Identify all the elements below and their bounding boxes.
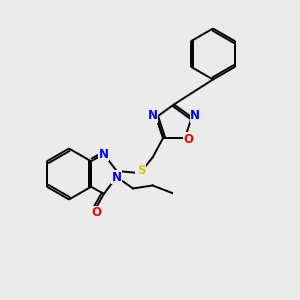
Text: S: S — [137, 164, 146, 177]
Text: S: S — [136, 167, 144, 180]
Text: O: O — [91, 206, 101, 219]
Text: N: N — [99, 148, 109, 160]
Text: O: O — [184, 133, 194, 146]
Text: N: N — [112, 171, 122, 184]
Text: N: N — [148, 109, 158, 122]
Text: N: N — [190, 109, 200, 122]
